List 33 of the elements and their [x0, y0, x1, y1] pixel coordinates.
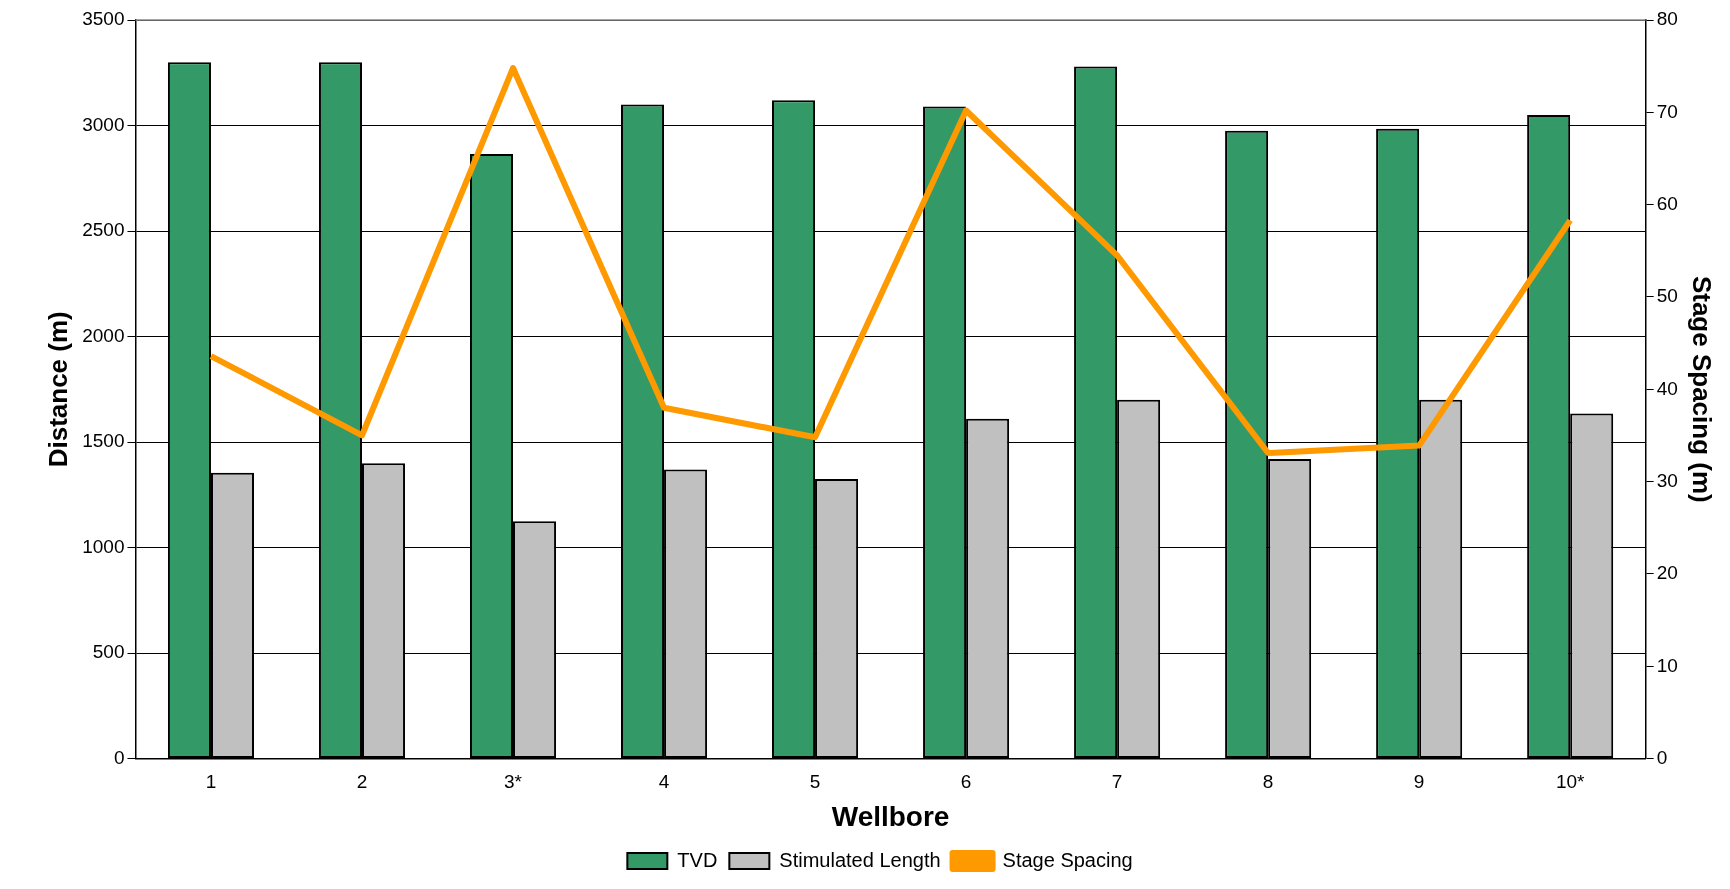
legend-label: Stage Spacing — [1002, 848, 1133, 871]
y2-tick-label: 0 — [1656, 746, 1668, 768]
x-tick-label: 3* — [504, 771, 523, 793]
y-tick-label: 3000 — [82, 113, 125, 135]
y2-tick-label: 30 — [1656, 469, 1678, 491]
y2-tick-label: 80 — [1656, 8, 1678, 30]
legend-label: Stimulated Length — [779, 848, 941, 871]
x-axis-title: Wellbore — [831, 800, 950, 832]
y-tick-label: 2500 — [82, 219, 125, 241]
x-tick-label: 8 — [1262, 771, 1274, 793]
y2-tick-label: 50 — [1656, 285, 1678, 307]
x-tick-label: 10* — [1555, 771, 1586, 793]
y-tick-label: 0 — [113, 746, 125, 768]
legend-label: TVD — [677, 848, 718, 871]
x-tick-label: 9 — [1413, 771, 1425, 793]
y2-tick-label: 20 — [1656, 562, 1678, 584]
y2-tick-label: 10 — [1656, 654, 1678, 676]
y2-tick-label: 40 — [1656, 377, 1678, 399]
x-tick-label: 5 — [809, 771, 821, 793]
x-tick-label: 7 — [1111, 771, 1123, 793]
x-tick-label: 6 — [960, 771, 972, 793]
y-tick-label: 1500 — [82, 430, 125, 452]
y-tick-label: 2000 — [82, 324, 125, 346]
x-tick-label: 2 — [356, 771, 368, 793]
x-tick-label: 4 — [658, 771, 670, 793]
y2-tick-label: 70 — [1656, 100, 1678, 122]
y2-tick-label: 60 — [1656, 192, 1678, 214]
y-tick-label: 500 — [92, 641, 125, 663]
y-axis-title: Distance (m) — [42, 311, 73, 468]
x-tick-label: 1 — [205, 771, 217, 793]
y2-axis-title: Stage Spacing (m) — [1687, 275, 1718, 503]
y-tick-label: 3500 — [82, 8, 125, 30]
y-tick-label: 1000 — [82, 535, 125, 557]
